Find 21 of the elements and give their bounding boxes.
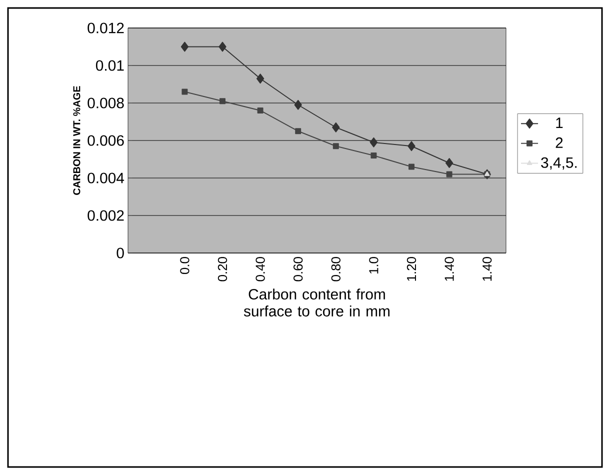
- x-axis-title: Carbon content from surface to core in mm: [244, 288, 390, 316]
- y-tick-label: 0.012: [88, 22, 124, 34]
- legend-label: 1: [556, 118, 563, 128]
- y-tick-label: 0.002: [88, 210, 124, 221]
- legend-label: 2: [556, 137, 563, 148]
- x-tick-label: 1.0: [369, 257, 378, 274]
- y-tick-label: 0: [116, 248, 124, 258]
- y-tick-label: 0.004: [88, 172, 124, 184]
- x-tick-label: 0.40: [256, 257, 265, 282]
- x-tick-label: 0.60: [294, 257, 303, 282]
- x-tick-label: 1.40: [482, 257, 492, 281]
- y-tick-label: 0.008: [88, 98, 124, 108]
- x-tick-label: 1.40: [444, 257, 454, 281]
- x-tick-label: 0.80: [331, 257, 340, 282]
- x-tick-label: 0.20: [218, 257, 228, 282]
- x-tick-label: 1.20: [406, 257, 416, 281]
- legend-label: 3,4,5.: [541, 157, 577, 170]
- y-tick-label: 0.01: [96, 60, 124, 71]
- x-tick-label: 0.0: [180, 257, 190, 274]
- y-tick-label: 0.006: [88, 135, 124, 146]
- y-axis-title: CARBON IN WT. %AGE: [73, 86, 80, 195]
